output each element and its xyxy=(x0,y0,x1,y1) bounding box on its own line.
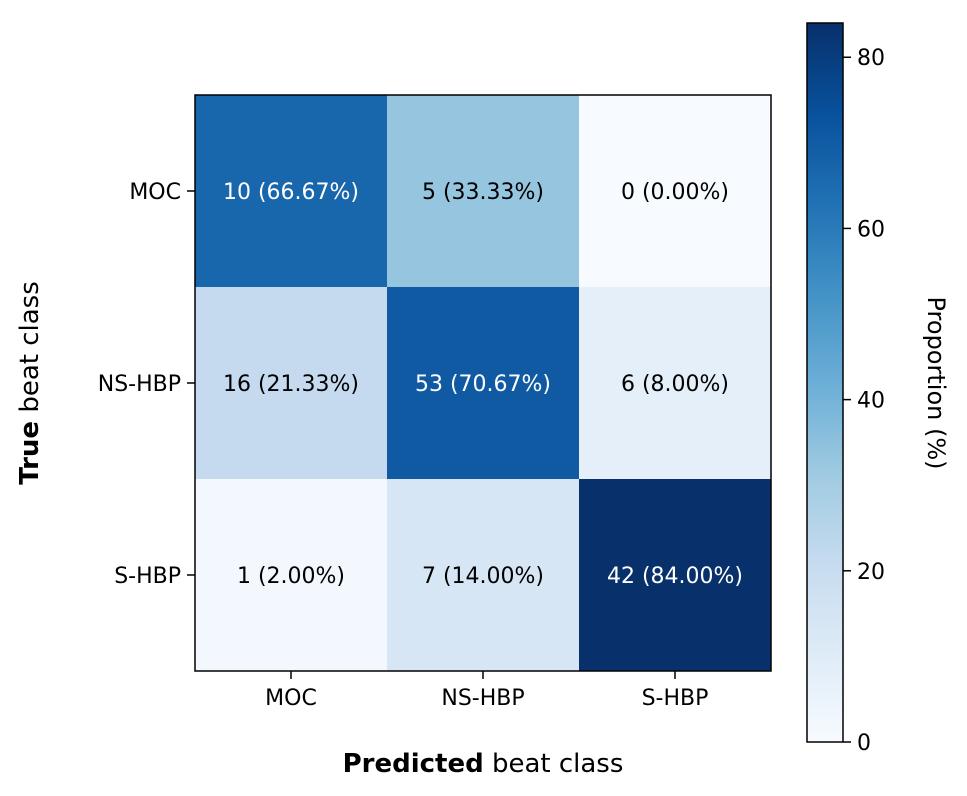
x-axis-title-rest: beat class xyxy=(484,749,624,779)
cell-label: 16 (21.33%) xyxy=(223,372,359,397)
cell-label: 6 (8.00%) xyxy=(621,372,729,397)
y-axis-title: True beat class xyxy=(15,281,45,485)
y-axis-title-rest: beat class xyxy=(15,281,45,421)
y-tick-label: MOC xyxy=(129,180,181,205)
x-axis-title: Predicted beat class xyxy=(343,749,624,779)
colorbar-tick-label: 80 xyxy=(857,46,885,71)
x-axis-title-bold: Predicted xyxy=(343,749,484,779)
colorbar-ticks: 0 20 40 60 80 xyxy=(843,46,885,756)
colorbar-title: Proportion (%) xyxy=(922,297,950,470)
heatmap-cell xyxy=(195,479,388,672)
heatmap-cell xyxy=(579,479,772,672)
x-tick-label: NS-HBP xyxy=(441,686,524,711)
heatmap-cell xyxy=(579,95,772,288)
heatmap-cell xyxy=(387,95,580,288)
colorbar-tick-label: 60 xyxy=(857,217,885,242)
y-axis-title-bold: True xyxy=(15,421,45,485)
x-tick-label: MOC xyxy=(265,686,317,711)
cell-label: 1 (2.00%) xyxy=(237,564,345,589)
axis-ticks: MOC NS-HBP S-HBP MOC NS-HBP S-HBP xyxy=(98,180,709,711)
colorbar xyxy=(806,22,844,743)
colorbar-tick-label: 0 xyxy=(857,731,871,756)
heatmap-cell xyxy=(195,95,388,288)
cell-label: 5 (33.33%) xyxy=(422,180,544,205)
cell-label: 10 (66.67%) xyxy=(223,180,359,205)
y-tick-label: S-HBP xyxy=(114,564,181,589)
heatmap-cell xyxy=(195,287,388,480)
cell-label: 42 (84.00%) xyxy=(607,564,743,589)
x-tick-label: S-HBP xyxy=(642,686,709,711)
y-tick-label: NS-HBP xyxy=(98,372,181,397)
cell-label: 7 (14.00%) xyxy=(422,564,544,589)
heatmap-cell xyxy=(579,287,772,480)
heatmap-cell xyxy=(387,479,580,672)
cell-label: 53 (70.67%) xyxy=(415,372,551,397)
colorbar-tick-label: 40 xyxy=(857,389,885,414)
cell-label: 0 (0.00%) xyxy=(621,180,729,205)
colorbar-tick-label: 20 xyxy=(857,560,885,585)
heatmap-cell xyxy=(387,287,580,480)
heatmap-cells: 10 (66.67%) 5 (33.33%) 0 (0.00%) 16 (21.33%… xyxy=(195,95,772,672)
